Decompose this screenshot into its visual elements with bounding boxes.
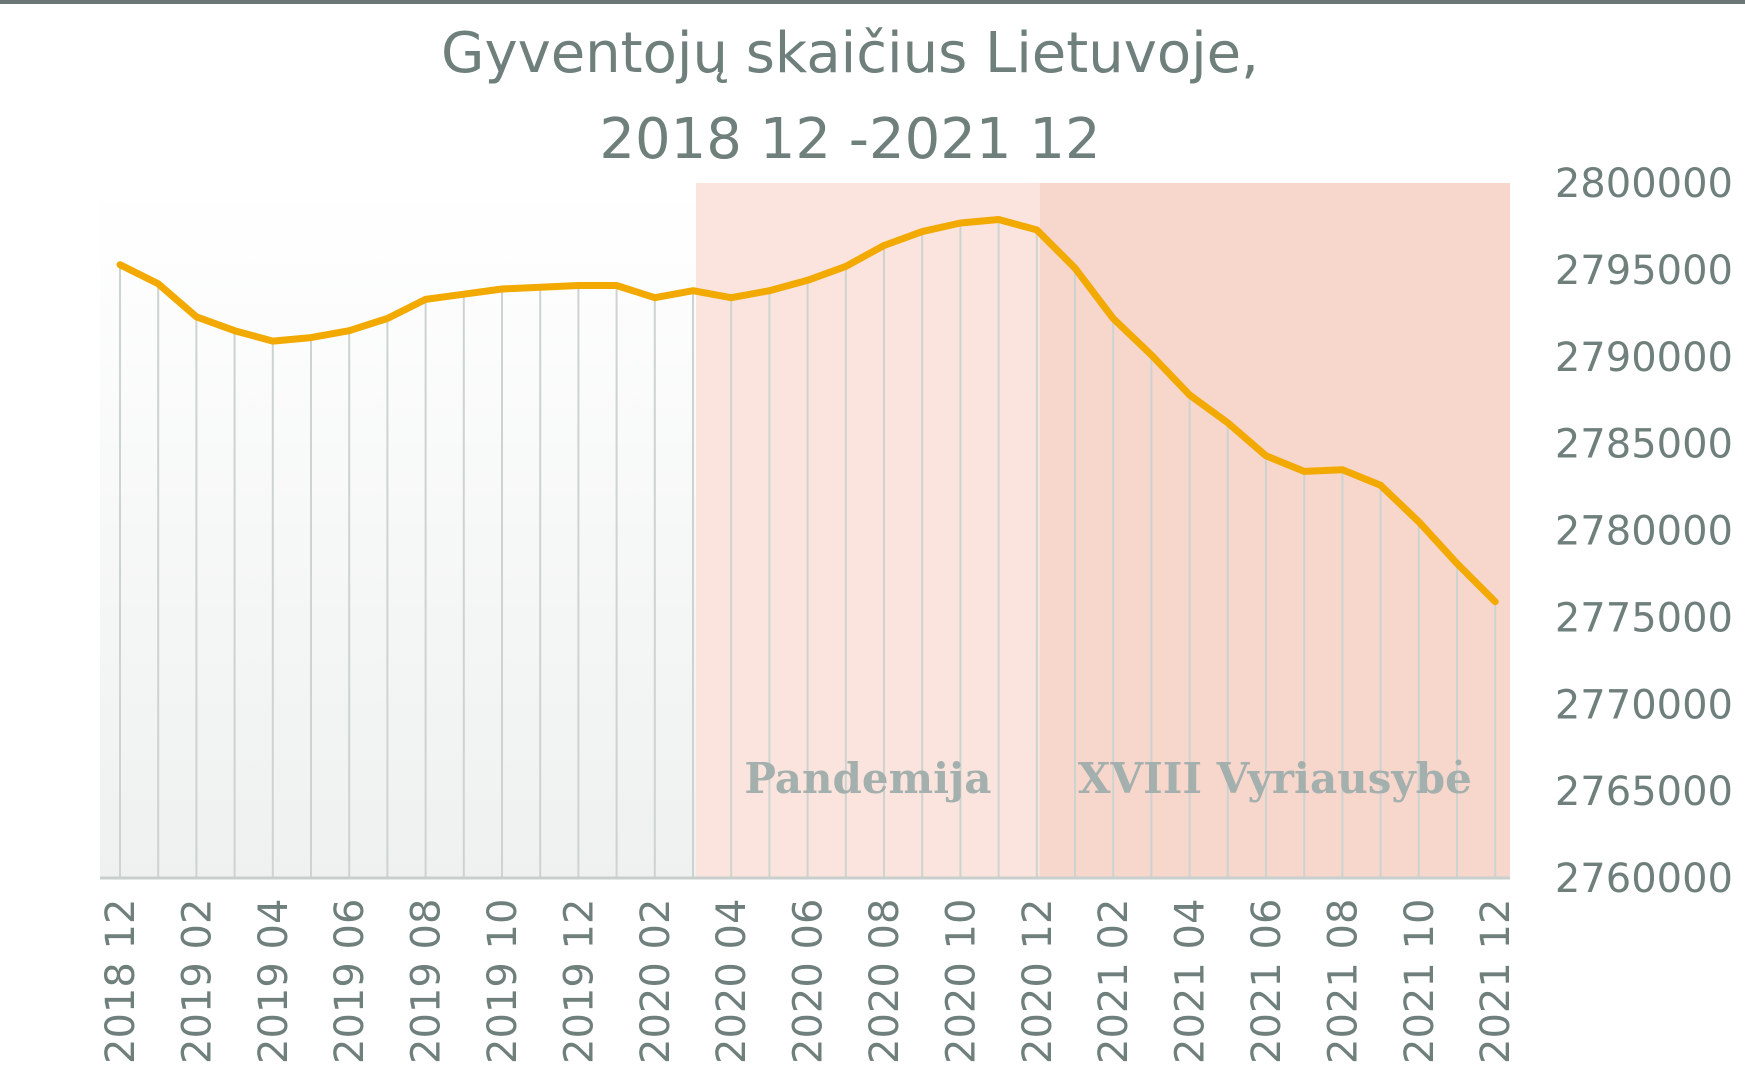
region-label: XVIII Vyriausybė [1078,754,1472,803]
data-point [1492,599,1498,605]
data-point [384,316,390,322]
data-point [805,277,811,283]
data-point [881,243,887,249]
data-point [957,220,963,226]
data-point [1263,453,1269,459]
x-tick-label: 2019 10 [480,899,526,1064]
data-point [919,229,925,235]
y-tick-label: 2765000 [1555,769,1733,815]
data-point [1187,392,1193,398]
data-point [575,283,581,289]
data-point [1072,265,1078,271]
shaded-region-2 [1039,183,1510,878]
x-tick-label: 2021 12 [1473,899,1519,1064]
data-point [1148,352,1154,358]
shaded-region-1 [696,183,1040,878]
data-point [1339,467,1345,473]
x-tick-label: 2020 06 [786,899,832,1064]
data-point [1378,482,1384,488]
data-point [728,295,734,301]
data-point [843,263,849,269]
data-point [1454,561,1460,567]
data-point [232,328,238,334]
x-tick-label: 2021 02 [1091,899,1137,1064]
y-tick-label: 2795000 [1555,248,1733,294]
data-point [499,286,505,292]
x-tick-label: 2020 12 [1015,899,1061,1064]
data-point [1301,468,1307,474]
x-tick-label: 2021 08 [1320,899,1366,1064]
y-tick-label: 2775000 [1555,595,1733,641]
data-point [766,288,772,294]
data-point [1110,316,1116,322]
data-point [193,314,199,320]
chart-title-line-1: Gyventojų skaičius Lietuvoje, [441,21,1259,86]
y-tick-label: 2790000 [1555,335,1733,381]
data-point [270,338,276,344]
data-point [614,283,620,289]
data-point [346,328,352,334]
data-point [461,291,467,297]
data-point [1225,420,1231,426]
y-tick-label: 2770000 [1555,682,1733,728]
x-tick-label: 2019 02 [174,899,220,1064]
data-point [996,216,1002,222]
data-point [1034,227,1040,233]
x-tick-label: 2021 10 [1397,899,1443,1064]
x-tick-label: 2020 04 [709,899,755,1064]
top-border [0,0,1745,4]
data-point [537,284,543,290]
data-point [423,296,429,302]
y-tick-label: 2760000 [1555,856,1733,902]
x-tick-label: 2020 02 [633,899,679,1064]
data-point [690,288,696,294]
x-tick-label: 2021 04 [1168,899,1214,1064]
y-tick-label: 2785000 [1555,422,1733,468]
y-tick-label: 2800000 [1555,161,1733,207]
data-point [1416,519,1422,525]
x-tick-label: 2019 08 [404,899,450,1064]
data-point [117,262,123,268]
chart-title-line-2: 2018 12 -2021 12 [599,107,1101,172]
region-label: Pandemija [744,754,991,803]
x-tick-label: 2019 06 [327,899,373,1064]
x-tick-label: 2020 10 [938,899,984,1064]
data-point [652,295,658,301]
x-tick-label: 2019 12 [556,899,602,1064]
x-tick-label: 2018 12 [98,899,144,1064]
y-tick-label: 2780000 [1555,509,1733,555]
x-tick-label: 2020 08 [862,899,908,1064]
data-point [155,281,161,287]
x-tick-label: 2021 06 [1244,899,1290,1064]
data-point [308,335,314,341]
x-tick-label: 2019 04 [251,899,297,1064]
